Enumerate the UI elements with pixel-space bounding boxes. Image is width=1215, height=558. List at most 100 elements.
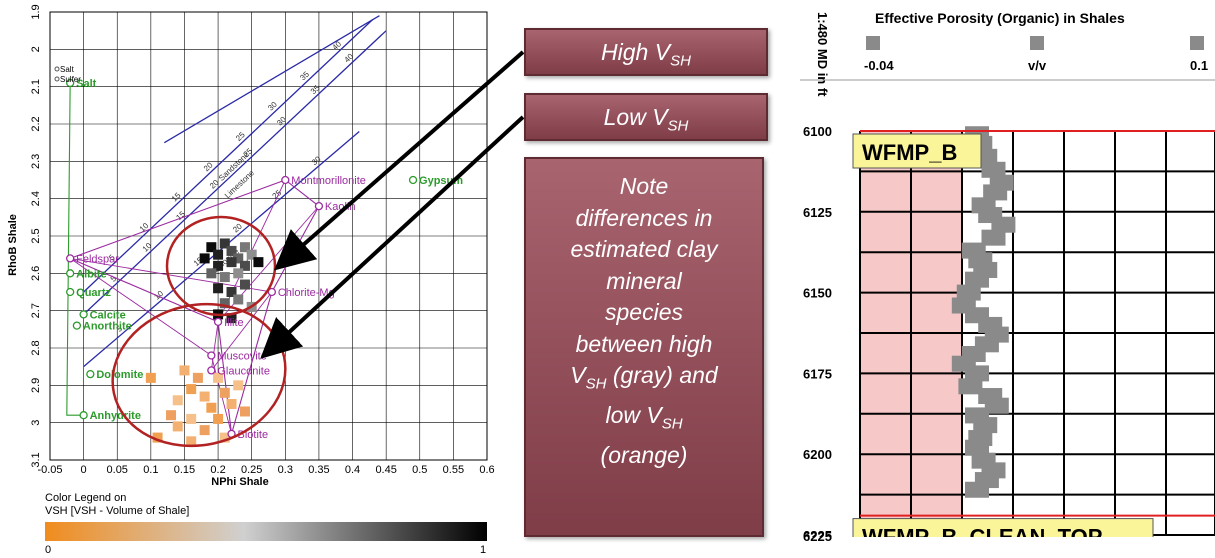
- crossplot-chart: -0.05 0 0.05 0.1 0.15 0.2 0.25 0.3 0.35 0.4 0.45 0.…: [7, 4, 495, 556]
- porosity-point: [965, 307, 989, 324]
- high-vsh-point: [199, 253, 210, 264]
- zone-label: WFMP_B_CLEAN_TOP: [862, 525, 1102, 550]
- y-tick-label: 3.1: [30, 452, 42, 467]
- mineral-marker: [79, 411, 88, 420]
- mineral-label: Glauconite: [217, 365, 270, 377]
- depth-tick-label: 6100: [803, 124, 832, 139]
- mineral-marker: [408, 175, 418, 185]
- note-line-9: (orange): [600, 442, 688, 469]
- y-tick-label: 2.3: [30, 154, 42, 169]
- scale-min: -0.04: [864, 58, 894, 73]
- y-tick-label: 2.9: [30, 378, 42, 393]
- depth-tick-label: 6150: [803, 286, 832, 301]
- porosity-point: [974, 472, 999, 489]
- x-tick-label: 0.35: [308, 464, 329, 476]
- high-vsh-point: [239, 260, 250, 271]
- mineral-marker: [66, 78, 75, 88]
- y-tick-label: 1.9: [30, 4, 42, 19]
- y-tick-label: 2.5: [30, 228, 42, 243]
- high-vsh-point: [239, 242, 250, 253]
- clay-tie-line: [69, 258, 212, 356]
- x-tick-label: -0.05: [37, 464, 62, 476]
- depth-tick-label: 6225: [803, 528, 832, 543]
- low-vsh-point: [179, 365, 190, 376]
- porosity-point: [958, 378, 983, 395]
- lithology-tick-label: 5: [115, 324, 125, 334]
- mineral-marker: [213, 317, 223, 327]
- scale-marker-left: [866, 36, 880, 50]
- mineral-marker: [66, 254, 75, 263]
- x-tick-label: 0.3: [278, 464, 293, 476]
- color-legend-subtitle: VSH [VSH - Volume of Shale]: [45, 505, 189, 517]
- porosity-point: [968, 135, 993, 152]
- clay-tie-line: [210, 291, 273, 371]
- crossplot-grid: [49, 11, 488, 461]
- mineral-marker: [66, 269, 75, 278]
- note-line-5: species: [605, 299, 683, 325]
- y-tick-label: 2.2: [30, 116, 42, 131]
- low-vsh-point: [166, 410, 177, 421]
- low-vsh-point: [172, 421, 183, 432]
- porosity-point: [965, 439, 989, 456]
- mineral-label: Biotite: [238, 429, 269, 441]
- high-vsh-point: [226, 287, 237, 297]
- porosity-point: [973, 261, 998, 278]
- y-axis-label: RhoB Shale: [7, 214, 19, 276]
- crossplot-tick-labels: -0.05 0 0.05 0.1 0.15 0.2 0.25 0.3 0.35 0.4 0.45 0.…: [30, 4, 495, 476]
- porosity-point: [973, 148, 998, 165]
- low-vsh-point: [206, 402, 217, 413]
- x-tick-label: 0: [81, 464, 87, 476]
- mineral-label: Quartz: [76, 287, 111, 299]
- depth-tick-label: 6200: [803, 447, 832, 462]
- x-tick-label: 0.05: [107, 464, 128, 476]
- high-vsh-point: [246, 249, 257, 260]
- porosity-point: [951, 355, 976, 372]
- porosity-point: [965, 481, 989, 498]
- low-vsh-point: [226, 399, 237, 409]
- pink-track-fill: [860, 131, 962, 535]
- porosity-point: [984, 326, 1009, 343]
- porosity-point: [978, 316, 1003, 333]
- porosity-point: [981, 229, 1006, 246]
- high-vsh-point: [239, 279, 250, 290]
- small-legend-salt: Salt: [60, 65, 75, 74]
- mineral-marker: [72, 321, 82, 330]
- depth-tick-label: 6125: [803, 205, 832, 220]
- note-line-6: between high: [575, 330, 713, 357]
- porosity-point: [991, 216, 1016, 233]
- scale-marker-mid: [1030, 36, 1044, 50]
- low-vsh-point: [199, 391, 210, 402]
- mineral-label: Anhydrite: [90, 410, 141, 422]
- porosity-point: [968, 252, 993, 269]
- porosity-point: [956, 284, 981, 301]
- x-tick-label: 0.1: [143, 464, 158, 476]
- mineral-marker: [207, 366, 216, 375]
- low-vsh-text: Low V: [603, 104, 668, 130]
- low-vsh-point: [199, 425, 210, 436]
- depth-tick-labels: 6100 6125 6150 6175 6200 6225: [803, 124, 832, 543]
- high-vsh-point: [213, 283, 224, 294]
- log-grid: [859, 130, 1215, 536]
- porosity-point: [968, 430, 993, 447]
- mineral-marker: [314, 201, 324, 211]
- high-vsh-sub: SH: [670, 52, 691, 70]
- porosity-point: [984, 397, 1009, 414]
- low-vsh-sub: SH: [667, 117, 689, 135]
- mineral-marker: [66, 287, 75, 297]
- note-line-8: low VSH: [605, 402, 683, 433]
- color-legend-bar: [45, 522, 487, 541]
- lithology-tick-label: 5: [107, 253, 117, 263]
- mineral-marker: [79, 310, 88, 319]
- track-title: Effective Porosity (Organic) in Shales: [875, 10, 1125, 26]
- bottom-mask: [800, 537, 1215, 558]
- mineral-label: Illite: [224, 317, 244, 329]
- y-tick-label: 2: [30, 46, 42, 52]
- color-legend-max: 1: [480, 544, 486, 556]
- zone-tops: WFMP_B WFMP_B_CLEAN_TOP 6225: [800, 130, 1215, 558]
- high-vsh-point: [219, 272, 230, 283]
- porosity-point: [965, 365, 989, 382]
- high-vsh-point: [233, 253, 244, 264]
- mineral-label: Muscovite: [217, 350, 267, 362]
- zone-label: WFMP_B: [862, 140, 957, 165]
- porosity-point: [981, 462, 1006, 479]
